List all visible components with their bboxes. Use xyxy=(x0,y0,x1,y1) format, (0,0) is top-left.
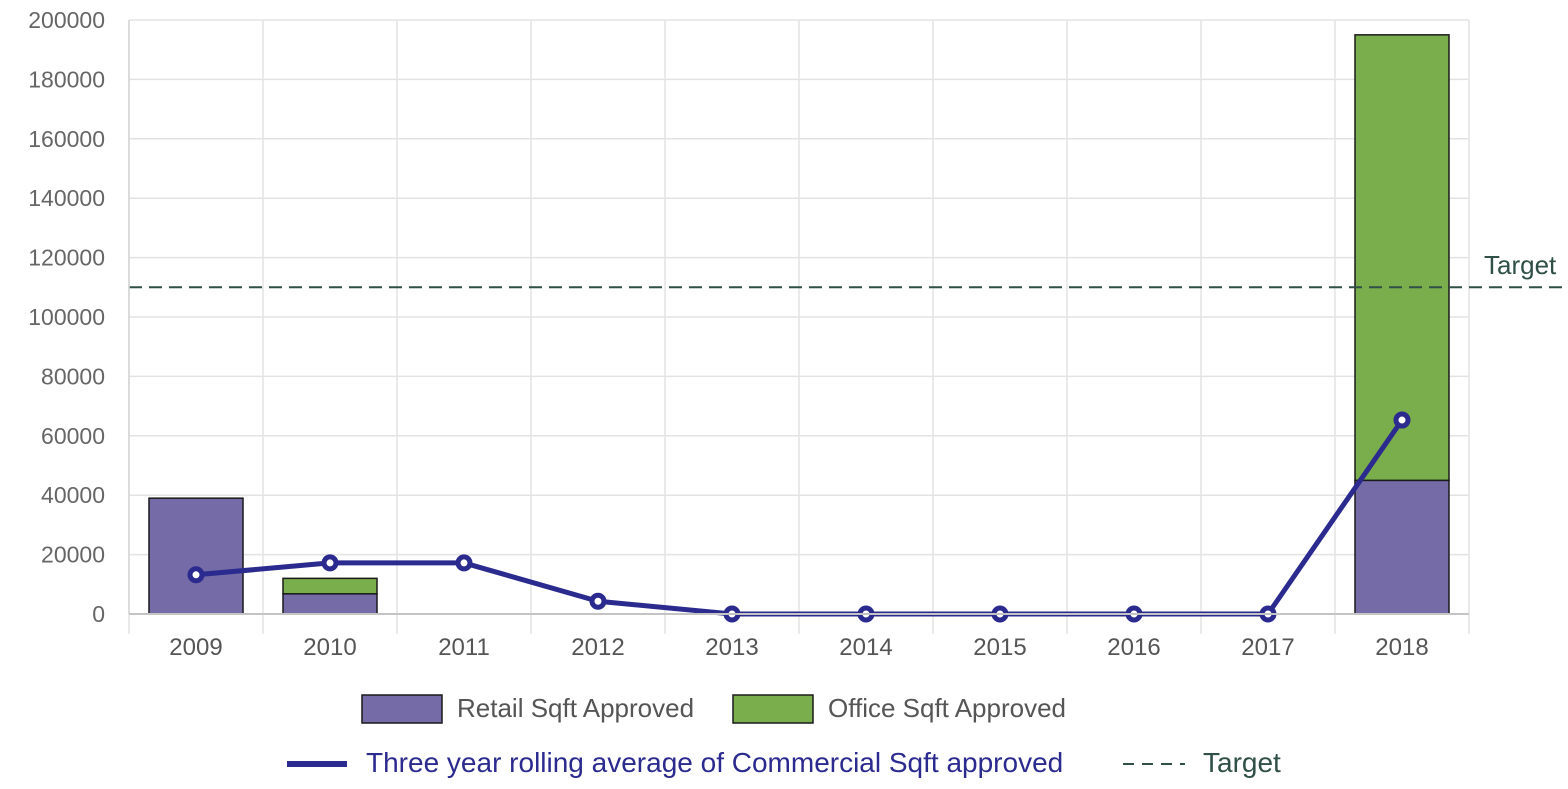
bar-segment xyxy=(282,577,378,595)
axes: 0 20000 40000 60000 80000 100000 120000 140000 1… xyxy=(28,7,1469,661)
bar-segment xyxy=(282,593,378,615)
legend-swatch xyxy=(361,694,443,724)
x-tick-label: 2011 xyxy=(438,634,490,661)
x-tick-label: 2014 xyxy=(839,634,892,661)
y-tick-label: 40000 xyxy=(41,482,105,508)
line-point xyxy=(455,554,473,572)
line-point xyxy=(321,554,339,572)
x-tick-label: 2009 xyxy=(169,634,222,661)
legend-label: Retail Sqft Approved xyxy=(457,693,694,723)
legend-label: Target xyxy=(1203,747,1281,778)
x-tick-label: 2012 xyxy=(571,634,624,661)
x-tick-label: 2017 xyxy=(1241,634,1294,661)
legend-label: Office Sqft Approved xyxy=(828,693,1066,723)
x-tick-label: 2016 xyxy=(1107,634,1160,661)
y-tick-label: 200000 xyxy=(28,7,105,33)
x-tick-label: 2010 xyxy=(303,634,356,661)
bar-segment xyxy=(148,497,244,615)
bar-segment xyxy=(1354,34,1450,482)
x-tick-label: 2018 xyxy=(1375,634,1428,661)
x-tick-label: 2013 xyxy=(705,634,758,661)
target-label: Target xyxy=(1484,250,1557,280)
line-point xyxy=(589,592,607,610)
line-point xyxy=(1393,411,1411,429)
y-tick-label: 180000 xyxy=(28,66,105,92)
y-tick-label: 100000 xyxy=(28,304,105,330)
grid xyxy=(128,19,1470,634)
legend-label: Three year rolling average of Commercial… xyxy=(366,747,1063,778)
y-tick-label: 120000 xyxy=(28,245,105,271)
y-tick-label: 20000 xyxy=(41,542,105,568)
bars xyxy=(148,34,1450,615)
bar-segment xyxy=(1354,479,1450,615)
legend: Retail Sqft Approved Office Sqft Approved… xyxy=(287,693,1281,778)
target-line-group: Target xyxy=(129,250,1568,289)
y-tick-label: 80000 xyxy=(41,363,105,389)
line-point xyxy=(187,566,205,584)
legend-swatch xyxy=(732,694,814,724)
x-tick-label: 2015 xyxy=(973,634,1026,661)
y-tick-label: 0 xyxy=(92,601,105,627)
y-tick-label: 160000 xyxy=(28,126,105,152)
y-tick-label: 60000 xyxy=(41,423,105,449)
y-tick-label: 140000 xyxy=(28,185,105,211)
